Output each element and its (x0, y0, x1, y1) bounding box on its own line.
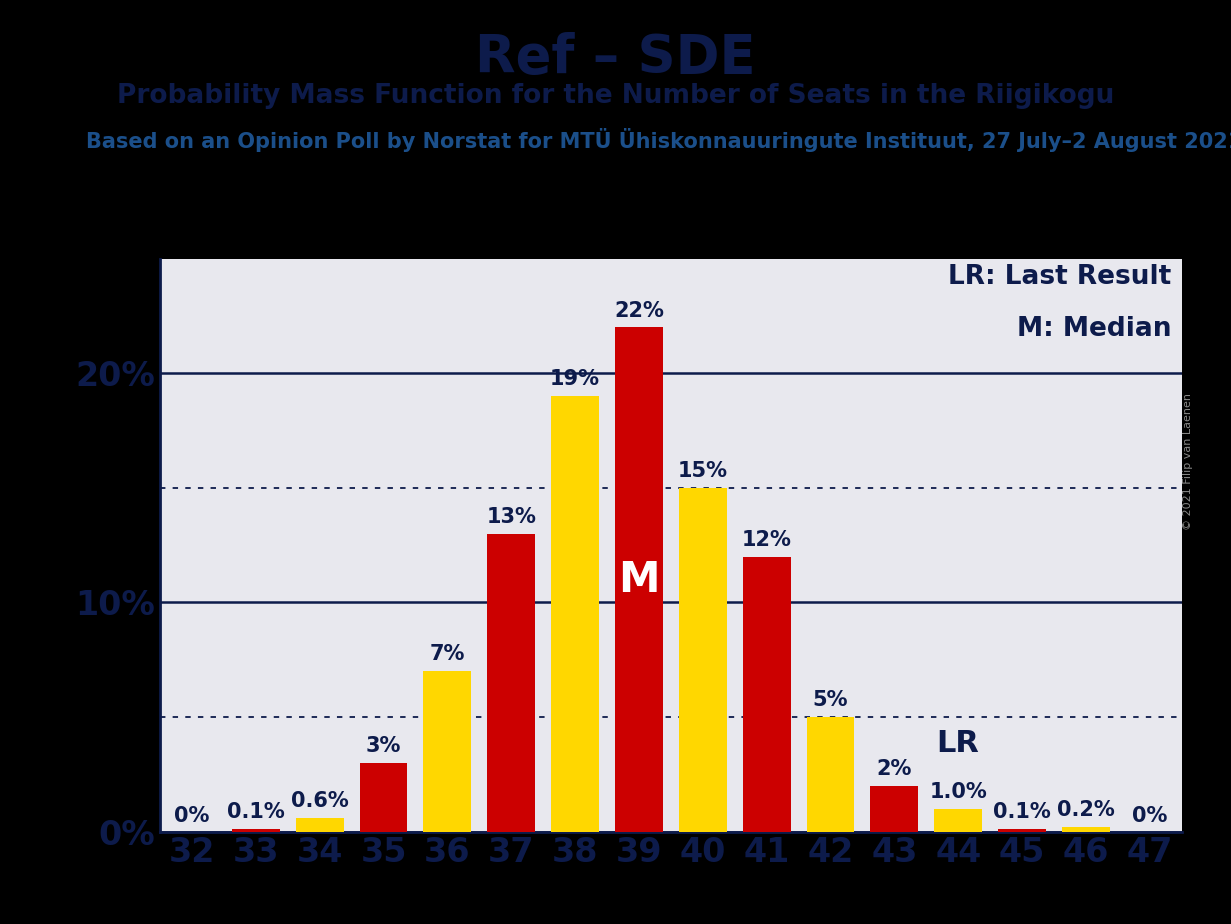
Text: 19%: 19% (550, 370, 599, 389)
Bar (678, 488, 726, 832)
Bar (806, 717, 854, 832)
Text: LR: Last Result: LR: Last Result (948, 264, 1172, 290)
Text: 12%: 12% (742, 529, 792, 550)
Text: 0.2%: 0.2% (1057, 800, 1115, 821)
Text: 1.0%: 1.0% (929, 782, 987, 802)
Bar (616, 327, 664, 832)
Text: 2%: 2% (876, 759, 912, 779)
Text: © 2021 Filip van Laenen: © 2021 Filip van Laenen (1183, 394, 1193, 530)
Bar (295, 818, 343, 832)
Text: 0.6%: 0.6% (291, 791, 348, 811)
Bar (870, 785, 918, 832)
Bar (998, 830, 1046, 832)
Text: 15%: 15% (678, 461, 728, 481)
Text: 5%: 5% (812, 690, 848, 711)
Text: 13%: 13% (486, 507, 537, 527)
Bar (423, 671, 471, 832)
Text: Based on an Opinion Poll by Norstat for MTÜ Ühiskonnauuringute Instituut, 27 Jul: Based on an Opinion Poll by Norstat for … (86, 128, 1231, 152)
Text: 0.1%: 0.1% (993, 802, 1051, 822)
Bar (551, 396, 599, 832)
Text: 0%: 0% (1133, 806, 1167, 826)
Bar (359, 763, 407, 832)
Bar (1062, 827, 1110, 832)
Text: M: Median: M: Median (1017, 316, 1172, 342)
Text: 0.1%: 0.1% (227, 802, 284, 822)
Text: 0%: 0% (175, 806, 209, 826)
Text: 22%: 22% (614, 300, 664, 321)
Text: 3%: 3% (366, 736, 401, 756)
Bar (934, 808, 982, 832)
Text: M: M (618, 558, 660, 601)
Text: LR: LR (936, 729, 979, 759)
Bar (487, 534, 535, 832)
Text: Probability Mass Function for the Number of Seats in the Riigikogu: Probability Mass Function for the Number… (117, 83, 1114, 109)
Bar (231, 830, 279, 832)
Text: Ref – SDE: Ref – SDE (475, 32, 756, 84)
Bar (742, 556, 790, 832)
Text: 7%: 7% (430, 644, 465, 664)
